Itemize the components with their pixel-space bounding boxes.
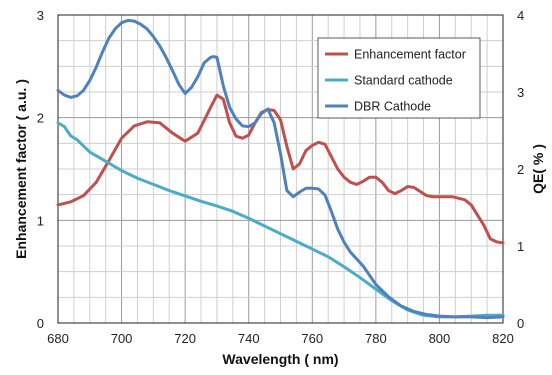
- series-line-dbr-cathode: [56, 18, 505, 320]
- y-left-tick-label: 1: [37, 213, 44, 228]
- y-right-tick-label: 2: [517, 162, 524, 177]
- x-tick-label: 740: [238, 331, 260, 346]
- x-tick-label: 800: [429, 331, 451, 346]
- series-layer: [56, 18, 505, 320]
- y-axis-right-title: QE( % ): [530, 144, 546, 194]
- plot-frame: [57, 14, 504, 324]
- y-right-tick-label: 1: [517, 239, 524, 254]
- legend-label-enhancement-factor: Enhancement factor: [354, 48, 466, 62]
- x-tick-label: 760: [301, 331, 323, 346]
- y-right-tick-label: 0: [517, 316, 524, 331]
- y-right-tick-label: 3: [517, 85, 524, 100]
- y-left-tick-label: 0: [37, 316, 44, 331]
- x-tick-label: 780: [365, 331, 387, 346]
- x-tick-label: 700: [111, 331, 133, 346]
- legend-label-standard-cathode: Standard cathode: [354, 74, 453, 88]
- x-tick-label: 680: [47, 331, 69, 346]
- y-right-tick-label: 4: [517, 8, 524, 23]
- y-left-tick-label: 2: [37, 111, 44, 126]
- legend-label-dbr-cathode: DBR Cathode: [354, 100, 431, 114]
- x-tick-label: 820: [492, 331, 514, 346]
- legend: Enhancement factor Standard cathode DBR …: [317, 37, 481, 119]
- y-axis-left-title: Enhancement factor ( a.u. ): [13, 79, 29, 259]
- x-axis-title: Wavelength ( nm): [222, 351, 338, 367]
- series-line-enhancement-factor: [56, 93, 505, 245]
- y-left-tick-label: 3: [37, 8, 44, 23]
- x-tick-label: 720: [174, 331, 196, 346]
